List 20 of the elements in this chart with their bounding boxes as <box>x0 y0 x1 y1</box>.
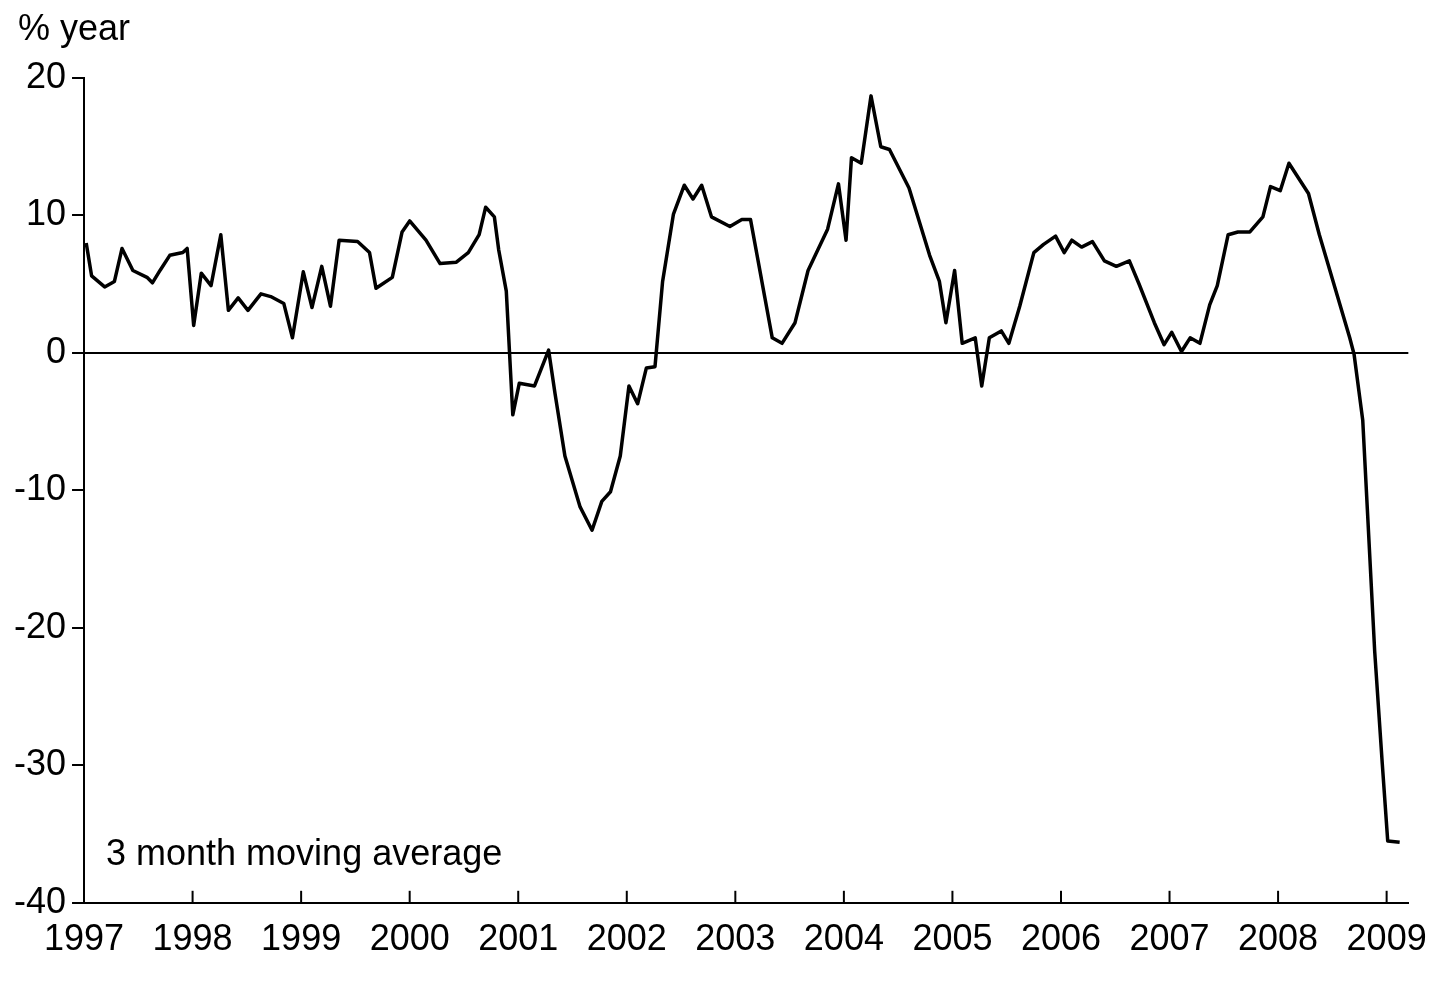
x-tick-label: 2006 <box>1020 917 1102 959</box>
y-tick-label: 10 <box>25 192 67 234</box>
x-tick-label: 2008 <box>1238 917 1319 959</box>
x-tick-label: 2000 <box>369 917 450 959</box>
x-tick-label: 2007 <box>1129 917 1210 959</box>
x-tick-label: 2002 <box>586 917 667 959</box>
y-axis-title: % year <box>18 6 131 48</box>
x-tick-label: 2009 <box>1346 917 1427 959</box>
x-tick-label: 2005 <box>912 917 993 959</box>
x-tick-label: 2004 <box>803 917 884 959</box>
y-tick-label: -10 <box>14 467 67 509</box>
x-tick-label: 1998 <box>152 917 233 959</box>
x-tick-label: 1999 <box>261 917 342 959</box>
y-tick-label: -30 <box>14 742 67 784</box>
annotation: 3 month moving average <box>106 831 503 873</box>
y-tick-label: -20 <box>14 604 67 646</box>
x-tick-label: 2001 <box>478 917 559 959</box>
y-tick-label: 0 <box>46 329 67 371</box>
y-tick-label: 20 <box>25 54 67 96</box>
x-tick-label: 2003 <box>695 917 776 959</box>
